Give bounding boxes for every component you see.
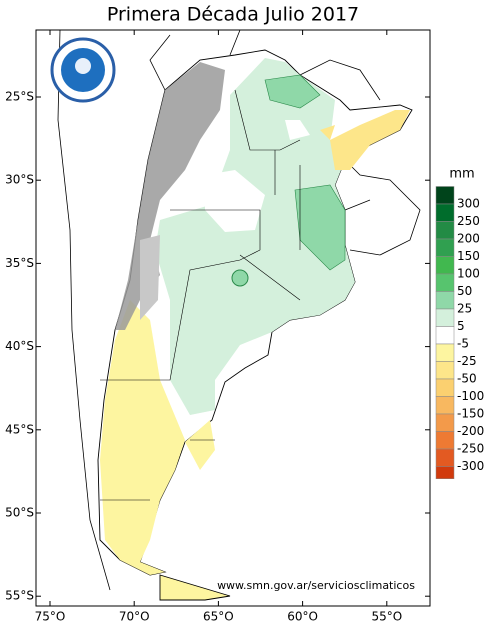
- lat-label: 50°S: [5, 506, 34, 520]
- colorbar-label: -250: [457, 442, 484, 456]
- neighbor-borders: [57, 29, 421, 591]
- colorbar-label: -200: [457, 424, 484, 438]
- legend-unit: mm: [449, 167, 474, 182]
- source-url: www.smn.gov.ar/serviciosclimaticos: [217, 579, 415, 592]
- lon-label: 55°O: [371, 610, 402, 624]
- colorbar-label: -300: [457, 459, 484, 473]
- lon-label: 65°O: [203, 610, 234, 624]
- lon-label: 75°O: [35, 610, 66, 624]
- tierra-del-fuego: [159, 574, 231, 601]
- map-axes: 25°S 30°S 35°S 40°S 45°S 50°S 55°S75°O 70°O 65°O…: [5, 30, 430, 624]
- andes-terrain-light: [140, 235, 160, 320]
- colorbar-box: [435, 466, 455, 479]
- colorbar-label: 200: [457, 232, 480, 246]
- colorbar-box: [435, 238, 455, 257]
- province-borders: [100, 89, 301, 501]
- lat-label: 40°S: [5, 339, 34, 353]
- lon-label: 70°O: [119, 610, 150, 624]
- colorbar-label: 25: [457, 302, 472, 316]
- colorbar-label: 300: [457, 197, 480, 211]
- colorbar-box: [435, 256, 455, 275]
- colorbar-box: [435, 326, 455, 345]
- colorbar-label: -25: [457, 354, 477, 368]
- colorbar-box: [435, 343, 455, 362]
- lat-label: 35°S: [5, 256, 34, 270]
- colorbar-label: -150: [457, 407, 484, 421]
- colorbar-box: [435, 431, 455, 450]
- lat-label: 45°S: [5, 422, 34, 436]
- lat-label: 55°S: [5, 589, 34, 603]
- anomaly-spot: [231, 269, 249, 287]
- anomaly-positive: [155, 58, 355, 415]
- colorbar-box: [435, 413, 455, 432]
- colorbar-box: [435, 221, 455, 240]
- colorbar-label: 150: [457, 249, 480, 263]
- colorbar-label: -50: [457, 372, 477, 386]
- colorbar-label: 50: [457, 284, 472, 298]
- colorbar-box: [435, 448, 455, 467]
- colorbar-label: 250: [457, 214, 480, 228]
- map-area: [35, 29, 431, 607]
- colorbar-box: [435, 291, 455, 310]
- colorbar-box: [435, 378, 455, 397]
- lat-label: 30°S: [5, 173, 34, 187]
- colorbar-box: [435, 308, 455, 327]
- logo-cloud: [75, 58, 91, 74]
- colorbar-label: -5: [457, 337, 469, 351]
- anomaly-neutral: [205, 120, 310, 232]
- anomaly-negative-ne: [320, 110, 410, 170]
- lon-label: 60°O: [287, 610, 318, 624]
- colorbar-box: [435, 273, 455, 292]
- colorbar-box: [435, 186, 455, 205]
- lat-label: 25°S: [5, 90, 34, 104]
- colorbar-box: [435, 203, 455, 222]
- anomaly-negative-patagonia: [100, 300, 215, 575]
- colorbar-label: -100: [457, 389, 484, 403]
- colorbar: 300 250 200 150 100 50 25 5 -5 -25 -50 -100 -150 -200…: [435, 186, 484, 479]
- colorbar-label: 100: [457, 267, 480, 281]
- colorbar-box: [435, 396, 455, 415]
- map-title: Primera Década Julio 2017: [107, 4, 359, 26]
- colorbar-label: 5: [457, 319, 465, 333]
- colorbar-box: [435, 361, 455, 380]
